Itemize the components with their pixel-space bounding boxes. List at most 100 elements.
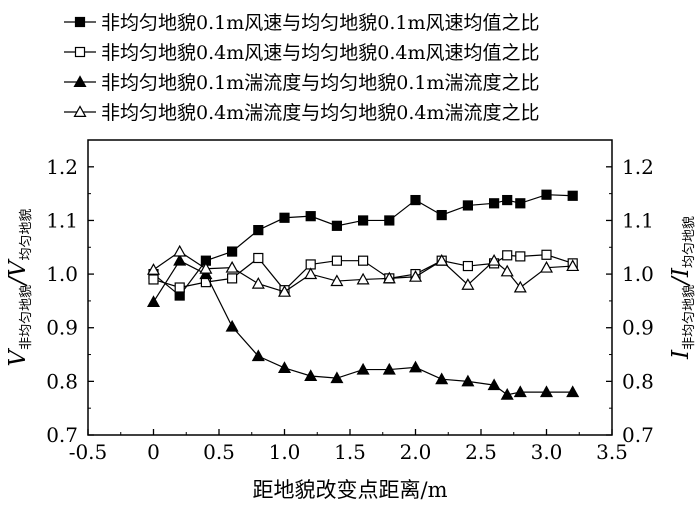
axis-ticks: -0.5 0 0.5 1.0 1.5 2.0 2.5 3.0 3.50.7 0.70.8 0.80.…	[46, 155, 654, 464]
x-tick-label: 3.5	[596, 440, 628, 464]
legend-label: 非均匀地貌0.4m湍流度与均匀地貌0.4m湍流度之比	[101, 102, 539, 124]
data-point	[331, 220, 342, 231]
legend-label: 非均匀地貌0.1m风速与均匀地貌0.1m风速均值之比	[101, 12, 539, 34]
y-tick-label-right: 0.9	[622, 316, 654, 340]
y-axis-label-right: I非均匀地貌/I均匀地貌	[668, 216, 697, 360]
data-point	[408, 360, 423, 373]
data-point	[539, 385, 554, 398]
data-point	[279, 212, 290, 223]
y-tick-label-left: 1.1	[46, 208, 78, 232]
data-point	[173, 244, 187, 257]
legend-label: 非均匀地貌0.4m风速与均匀地貌0.4m风速均值之比	[101, 42, 539, 64]
data-point	[356, 362, 370, 375]
data-point	[487, 378, 501, 391]
series-layer	[146, 189, 580, 400]
data-point	[566, 259, 580, 272]
data-point	[148, 274, 159, 285]
data-point	[330, 371, 344, 384]
y-tick-label-right: 1.0	[622, 262, 654, 286]
legend-marker	[73, 75, 87, 88]
data-point	[502, 194, 513, 206]
data-point	[435, 372, 449, 385]
data-point	[566, 385, 580, 398]
data-point	[358, 215, 369, 226]
series-1	[148, 189, 578, 301]
x-axis-label: 距地貌改变点距离/m	[253, 478, 448, 502]
x-tick-label: 1.5	[334, 440, 366, 464]
data-point	[500, 388, 514, 400]
data-point	[489, 198, 500, 209]
y-tick-label-left: 0.7	[46, 423, 78, 447]
data-point	[502, 250, 513, 261]
data-point	[225, 260, 239, 273]
data-point	[461, 278, 475, 290]
data-point	[227, 246, 238, 257]
data-point	[304, 369, 318, 381]
y-left-main: V	[5, 348, 31, 367]
y-tick-label-right: 1.2	[622, 155, 654, 179]
data-point	[251, 277, 265, 289]
data-point	[435, 253, 449, 266]
data-point	[146, 263, 161, 275]
y-tick-label-right: 0.7	[622, 423, 654, 447]
data-point	[487, 253, 501, 266]
legend-item: 非均匀地貌0.4m湍流度与均匀地貌0.4m湍流度之比	[64, 102, 539, 124]
data-point	[253, 252, 264, 264]
legend-marker	[74, 16, 86, 28]
data-point	[515, 198, 526, 209]
y-right-sub2: 均匀地貌	[682, 216, 697, 268]
y-left-sub1: 非均匀地貌	[19, 285, 34, 350]
data-point	[382, 271, 396, 284]
data-point	[462, 200, 473, 211]
legend: 非均匀地貌0.1m风速与均匀地貌0.1m风速均值之比非均匀地貌0.4m风速与均匀…	[64, 12, 539, 124]
y-right-main: I	[668, 349, 694, 360]
y-axis-label-left: V非均匀地貌/V均匀地貌	[5, 208, 34, 366]
data-point	[227, 273, 238, 284]
data-point	[462, 260, 473, 272]
data-point	[174, 282, 185, 293]
data-point	[500, 264, 514, 277]
x-tick-label: 2.5	[465, 440, 497, 464]
data-point	[382, 362, 396, 375]
y-left-sep: /V	[5, 258, 31, 287]
x-tick-label: -0.5	[69, 440, 108, 464]
x-tick-label: 0.5	[203, 440, 235, 464]
data-point	[277, 361, 292, 373]
data-point	[277, 285, 292, 297]
data-point	[384, 215, 395, 226]
y-tick-label-left: 1.0	[46, 262, 78, 286]
series-4	[146, 244, 580, 297]
data-point	[513, 385, 527, 398]
data-point	[541, 249, 552, 260]
data-point	[539, 260, 554, 273]
data-point	[331, 255, 342, 266]
data-point	[356, 272, 370, 285]
y-right-sub1: 非均匀地貌	[682, 285, 697, 350]
data-point	[305, 211, 316, 222]
data-point	[173, 253, 187, 266]
data-point	[461, 374, 475, 387]
data-point	[513, 280, 527, 293]
y-right-sep: /I	[668, 267, 694, 287]
data-point	[225, 319, 239, 332]
data-point	[146, 295, 161, 307]
y-tick-label-right: 1.1	[622, 208, 654, 232]
y-left-sub2: 均匀地貌	[19, 208, 34, 260]
legend-marker	[73, 105, 87, 118]
data-point	[408, 270, 423, 282]
y-tick-label-left: 0.8	[46, 369, 78, 393]
legend-item: 非均匀地貌0.1m风速与均匀地貌0.1m风速均值之比	[64, 12, 539, 34]
plot-frame	[87, 139, 613, 436]
x-tick-label: 0	[147, 440, 160, 464]
data-point	[567, 190, 578, 201]
data-point	[541, 189, 552, 200]
data-point	[304, 267, 318, 280]
legend-marker	[74, 46, 86, 58]
data-point	[251, 349, 265, 362]
data-point	[358, 255, 369, 266]
y-tick-label-left: 0.9	[46, 316, 78, 340]
series-3	[146, 253, 580, 400]
legend-item: 非均匀地貌0.1m湍流度与均匀地貌0.1m湍流度之比	[64, 72, 539, 94]
data-point	[515, 251, 526, 262]
